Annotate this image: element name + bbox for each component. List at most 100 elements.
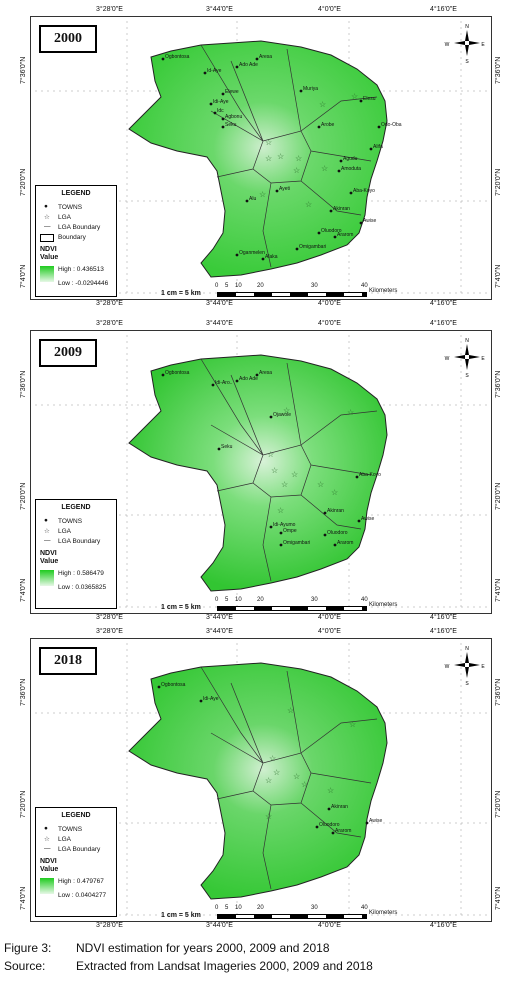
- town-dot: [299, 89, 303, 93]
- compass-icon: N S E W: [445, 338, 486, 379]
- scale-ratio: 1 cm = 5 km: [161, 912, 201, 919]
- longitude-label: 4°16'0"E: [430, 300, 457, 307]
- lga-star-icon: ☆: [293, 166, 300, 175]
- scale-tick: 30: [311, 597, 318, 603]
- town-label: Omigambari: [299, 244, 326, 250]
- town-dot: [269, 415, 273, 419]
- lga-star-icon: ☆: [259, 190, 266, 199]
- lga-star-icon: ☆: [347, 408, 354, 417]
- town-label: Omigambari: [283, 540, 310, 546]
- longitude-label: 3°28'0"E: [96, 628, 123, 635]
- legend-high: High : 0.586479: [58, 570, 104, 577]
- lga-star-icon: ☆: [321, 164, 328, 173]
- compass-n-label: N: [465, 338, 469, 344]
- compass-w-label: W: [445, 664, 450, 670]
- town-label: Arobe: [321, 122, 335, 128]
- latitude-label: 7°4'0"N: [20, 578, 27, 602]
- longitude-label: 3°44'0"E: [206, 628, 233, 635]
- town-label: Elesu: [363, 96, 376, 102]
- scale-bar-graphic: [217, 292, 367, 297]
- lga-star-icon: ☆: [291, 470, 298, 479]
- scale-unit: Kilometers: [369, 288, 398, 294]
- latitude-label: 7°36'0"N: [495, 678, 502, 706]
- compass-icon: N S E W: [445, 646, 486, 687]
- town-label: Seku: [225, 122, 237, 128]
- town-label: Ompe: [283, 528, 297, 534]
- legend-low: Low : -0.0294446: [58, 280, 109, 287]
- compass-e-label: E: [481, 42, 485, 48]
- legend-high: High : 0.436513: [58, 266, 104, 273]
- latitude-label: 7°36'0"N: [495, 56, 502, 84]
- legend-towns: TOWNS: [58, 518, 83, 525]
- town-label: Idi-Aye: [203, 696, 219, 702]
- scale-bar: 1 cm = 5 km 0 5 10 20 30 40 Kilometers: [161, 597, 411, 613]
- town-dot: [339, 159, 343, 163]
- study-area: [128, 354, 388, 592]
- town-dot: [161, 373, 165, 377]
- study-area: [128, 662, 388, 900]
- town-label: Ojawole: [273, 412, 291, 418]
- lga-star-icon: ☆: [277, 506, 284, 515]
- town-label: Awise: [369, 818, 382, 824]
- town-dot: [269, 525, 273, 529]
- town-label: Alaka: [265, 254, 278, 260]
- source-label: Source:: [4, 959, 46, 973]
- compass-n-label: N: [465, 646, 469, 652]
- figure-text: NDVI estimation for years 2000, 2009 and…: [76, 941, 330, 955]
- ndvi-gradient: [40, 570, 54, 586]
- lga-star-icon: ☆: [331, 488, 338, 497]
- town-dot-icon: ●: [44, 825, 48, 832]
- town-dot: [279, 543, 283, 547]
- town-dot: [203, 71, 207, 75]
- town-label: Alifa: [373, 144, 383, 150]
- town-dot: [329, 209, 333, 213]
- legend-low: Low : 0.0404277: [58, 892, 107, 899]
- lga-boundary: [210, 110, 264, 142]
- lga-boundary: [300, 802, 362, 838]
- lga-star-icon: ☆: [265, 138, 272, 147]
- lga-boundary: [216, 790, 254, 800]
- lga-boundary: [310, 772, 372, 784]
- scale-bar-graphic: [217, 914, 367, 919]
- longitude-label: 3°28'0"E: [96, 922, 123, 929]
- town-label: Agbonu: [225, 114, 242, 120]
- scale-bar: 1 cm = 5 km 0 5 10 20 30 40 Kilometers: [161, 283, 411, 299]
- longitude-label: 3°28'0"E: [96, 300, 123, 307]
- latitude-label: 7°20'0"N: [495, 482, 502, 510]
- lga-boundary: [210, 732, 264, 764]
- lga-boundary: [300, 410, 378, 446]
- compass-s-label: S: [465, 59, 469, 65]
- lga-boundary: [216, 482, 254, 492]
- latitude-label: 7°20'0"N: [20, 482, 27, 510]
- lga-boundary: [262, 804, 272, 890]
- latitude-label: 7°4'0"N: [495, 264, 502, 288]
- lga-star-icon: ☆: [265, 776, 272, 785]
- scale-tick: 30: [311, 283, 318, 289]
- legend-lga-boundary: LGA Boundary: [58, 224, 101, 231]
- town-label: Ogbontosa: [165, 370, 190, 376]
- lga-star-icon: ☆: [287, 706, 294, 715]
- lga-star-icon: ☆: [317, 480, 324, 489]
- town-label: Aba-Koyo: [359, 472, 381, 478]
- town-dot: [261, 257, 265, 261]
- town-dot: [315, 825, 319, 829]
- town-dot: [213, 111, 217, 115]
- lga-boundary: [230, 60, 264, 142]
- legend-lga-boundary: LGA Boundary: [58, 846, 101, 853]
- lga-boundary: [230, 374, 264, 456]
- compass-e-label: E: [481, 356, 485, 362]
- scale-tick: 20: [257, 597, 264, 603]
- lga-star-icon: ☆: [265, 154, 272, 163]
- longitude-label: 4°16'0"E: [430, 628, 457, 635]
- town-dot: [355, 475, 359, 479]
- town-label: Ogbontosa: [165, 54, 190, 60]
- lga-star-icon: ☆: [305, 200, 312, 209]
- scale-tick: 40: [361, 905, 368, 911]
- map-legend: LEGEND TOWNS LGA LGA Boundary Boundary NDVI Va…: [35, 185, 117, 297]
- ndvi-map-panel-2009: 3°28'0"E 3°44'0"E 4°0'0"E 4°16'0"E 3°28'0"E 3…: [0, 314, 515, 624]
- lga-star-icon: ☆: [301, 780, 308, 789]
- lga-boundary-line-icon: —: [44, 845, 51, 852]
- lga-star-icon: ☆: [269, 754, 276, 763]
- town-dot: [295, 247, 299, 251]
- map-legend: LEGEND TOWNS LGA LGA Boundary NDVI Value High …: [35, 499, 117, 609]
